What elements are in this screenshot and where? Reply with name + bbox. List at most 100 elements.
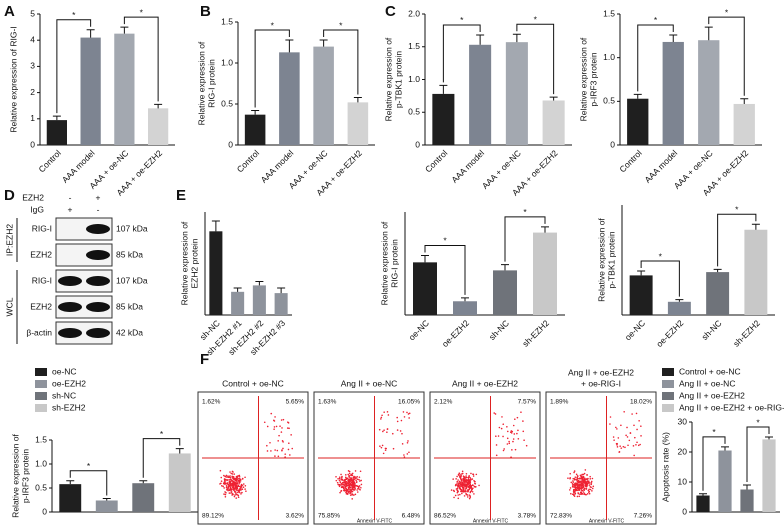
event-dot [464,480,467,483]
event-dot [346,483,348,486]
event-dot [396,429,399,431]
event-dot [231,475,233,478]
event-dot [286,427,289,429]
y-axis-label: p-IRF3 protein [588,52,598,107]
event-dot [273,420,276,422]
event-dot [381,444,384,447]
event-dot [469,476,471,479]
event-dot [470,490,473,492]
event-dot [230,488,232,491]
event-dot [579,477,581,480]
significance-star: * [339,20,343,30]
event-dot [280,431,283,433]
event-dot [386,431,388,434]
event-dot [383,429,385,431]
event-dot [616,428,618,430]
event-dot [633,424,635,427]
band-label: β-actin [26,327,52,337]
event-dot [353,494,355,496]
error-bar [512,33,521,43]
legend-swatch [662,404,674,412]
event-dot [574,491,576,493]
event-dot [470,486,472,489]
x-tick-label: Control [235,148,262,175]
event-dot [640,425,642,427]
error-bar [740,98,749,104]
legend-label: oe-EZH2 [52,378,86,388]
event-dot [623,411,625,413]
error-bar [549,96,558,101]
error-bar [285,39,294,53]
quadrant-percent: 75.85% [318,513,340,520]
event-dot [386,411,389,413]
error-bar [175,448,184,454]
legend-swatch [662,380,674,388]
event-dot [230,484,233,487]
flow-x-label: Annexin V-FITC [589,518,625,524]
event-dot [280,419,283,421]
event-dot [235,477,238,480]
event-dot [351,493,354,496]
event-dot [460,475,463,477]
legend-label: Control + oe-NC [679,366,741,376]
event-dot [239,488,242,490]
event-dot [619,445,621,447]
event-dot [635,443,637,446]
event-dot [225,484,228,487]
event-dot [467,478,470,481]
event-dot [586,493,589,495]
x-tick-label: sh-EZH2 [731,318,762,349]
event-dot [580,493,582,495]
event-dot [461,473,463,475]
event-dot [224,478,227,481]
event-dot [588,491,590,494]
event-dot [586,474,588,476]
event-dot [352,488,355,491]
event-dot [618,451,621,453]
event-dot [239,481,241,484]
event-dot [234,494,236,496]
band-label: EZH2 [30,249,52,259]
event-dot [586,484,589,486]
event-dot [461,483,464,485]
significance-bracket [637,24,674,92]
event-dot [627,444,629,447]
event-dot [473,480,476,483]
event-dot [613,439,615,441]
event-dot [575,478,577,481]
blot-band [86,328,110,338]
y-tick-label: 1.0 [35,458,47,468]
flow-title: Control + oe-NC [222,378,284,388]
event-dot [384,449,387,451]
event-dot [241,484,244,487]
y-tick-label: 0 [30,139,35,149]
bar [493,270,517,315]
event-dot [469,483,472,486]
event-dot [463,495,466,497]
x-tick-label: Control [423,148,450,175]
event-dot [408,412,411,415]
event-dot [349,478,351,481]
error-bar [86,29,95,38]
event-dot [574,490,576,492]
event-dot [577,484,580,487]
event-dot [461,481,464,484]
blot-frame [55,269,113,293]
event-dot [346,482,349,484]
event-dot [291,447,294,450]
event-dot [567,477,569,479]
event-dot [344,487,347,489]
event-dot [628,439,631,442]
event-dot [466,496,469,498]
event-dot [403,454,405,456]
event-dot [580,484,583,487]
event-dot [346,477,349,480]
event-dot [578,488,581,491]
event-dot [401,443,404,445]
event-dot [233,473,236,475]
y-axis-label: RIG-I protein [389,239,399,288]
event-dot [350,486,352,489]
blot-frame [55,321,113,345]
event-dot [586,485,588,487]
event-dot [609,423,611,425]
